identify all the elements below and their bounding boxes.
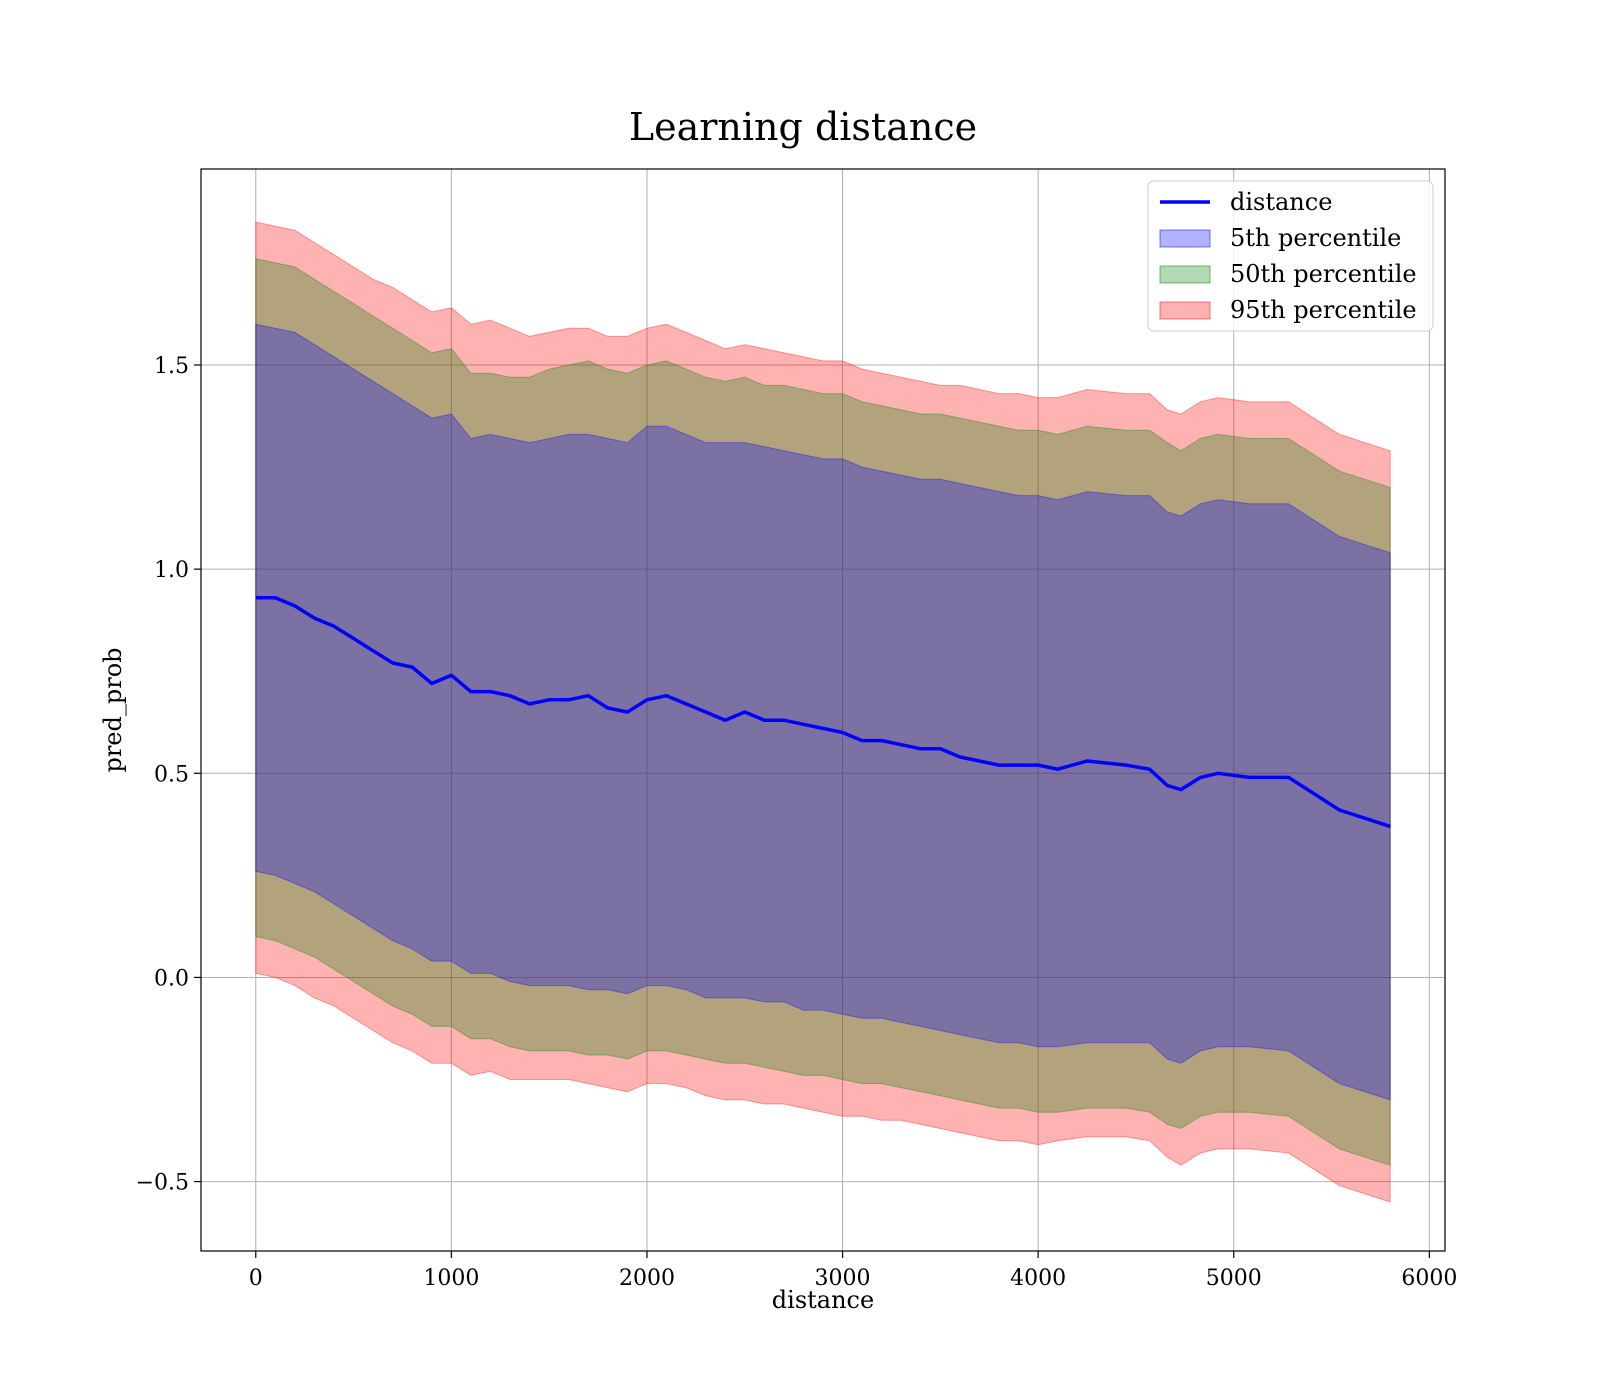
legend-label: 50th percentile <box>1230 260 1417 288</box>
legend-swatch-patch <box>1159 229 1211 248</box>
legend-label: 5th percentile <box>1230 224 1401 252</box>
distance-line <box>255 595 1391 829</box>
distance-line-layer <box>255 595 1391 829</box>
x-tick-label: 1000 <box>423 1266 479 1291</box>
legend-swatch-patch <box>1159 301 1211 320</box>
x-tick-label: 0 <box>249 1266 263 1291</box>
percentile-bands <box>255 221 1391 1203</box>
chart-title: Learning distance <box>629 105 977 149</box>
y-tick-label: 1.0 <box>154 558 189 583</box>
y-tick-label: −0.5 <box>136 1171 189 1196</box>
y-tick-label: 1.5 <box>154 354 189 379</box>
legend-label: 95th percentile <box>1230 296 1417 324</box>
x-tick-label: 4000 <box>1010 1266 1066 1291</box>
legend: distance 5th percentile 50th percentile 95t… <box>1147 180 1434 332</box>
legend-frame <box>1147 180 1434 332</box>
axis-ticks: 0 1000 2000 3000 4000 5000 6000 −0.5 0.0 0.5 1.0 1.… <box>136 354 1458 1291</box>
x-tick-label: 6000 <box>1401 1266 1457 1291</box>
y-tick-label: 0.0 <box>154 966 189 991</box>
x-tick-label: 2000 <box>619 1266 675 1291</box>
x-axis-label: distance <box>772 1286 874 1314</box>
legend-label: distance <box>1230 188 1332 216</box>
legend-swatch-patch <box>1159 265 1211 284</box>
y-axis-label: pred_prob <box>99 647 127 772</box>
grid-lines <box>201 169 1445 1251</box>
plot-frame <box>200 168 1446 1252</box>
y-tick-label: 0.5 <box>154 762 189 787</box>
x-tick-label: 3000 <box>815 1266 871 1291</box>
band-5th-percentile <box>255 323 1391 1101</box>
band-50th-percentile <box>255 258 1391 1166</box>
band-95th-percentile <box>255 221 1391 1203</box>
x-tick-label: 5000 <box>1206 1266 1262 1291</box>
